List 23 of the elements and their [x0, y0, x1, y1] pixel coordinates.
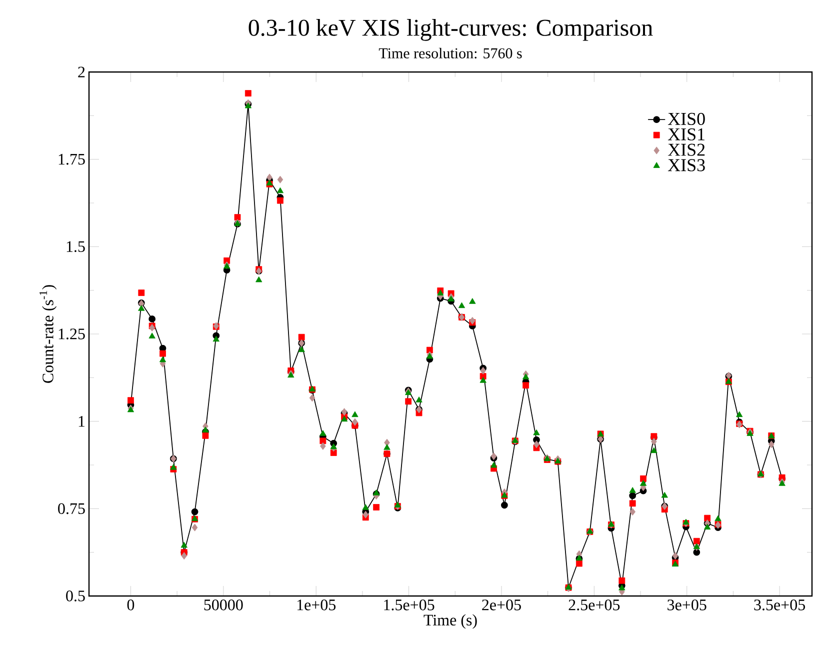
y-tick-label: 0.5: [66, 590, 85, 602]
y-tick-label: 1.5: [66, 241, 85, 252]
x-tick-label: 2e+05: [482, 600, 521, 610]
y-tick-label: 1.25: [58, 328, 85, 340]
x-tick-label: 1e+05: [297, 600, 336, 610]
x-tick-label: 50000: [204, 600, 243, 610]
chart-subtitle: Time resolution: 5760 s: [378, 48, 522, 58]
x-tick-label: 1.5e+05: [384, 600, 434, 610]
chart-title: 0.3-10 keV XIS light-curves: Comparison: [248, 19, 653, 41]
legend-label: XIS3: [668, 159, 705, 172]
x-tick-label: 0: [127, 600, 134, 610]
y-tick-label: 1.75: [58, 154, 85, 165]
legend-label: XIS2: [668, 144, 705, 156]
x-axis-title: Time (s): [424, 614, 477, 629]
x-tick-label: 3e+05: [668, 600, 706, 610]
y-tick-label: 0.75: [58, 503, 85, 514]
y-axis-title: Count-rate (s$^{-1}$): [40, 285, 57, 383]
y-tick-label: 1: [78, 416, 85, 427]
x-tick-label: 3.5e+05: [754, 600, 805, 610]
legend-label: XIS1: [668, 128, 704, 140]
legend-label: XIS0: [668, 112, 705, 126]
x-tick-label: 2.5e+05: [568, 600, 620, 610]
y-tick-label: 2: [78, 66, 85, 78]
